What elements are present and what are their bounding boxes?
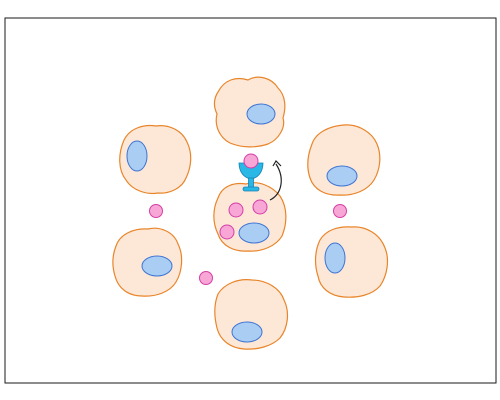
cell-top (213, 76, 286, 148)
particle (219, 224, 235, 240)
diagram-frame (4, 17, 497, 384)
cell-nucleus (324, 242, 346, 274)
cell-nucleus (326, 165, 358, 187)
cell-membrane (307, 124, 381, 196)
receptor-base (242, 186, 260, 192)
cell-nucleus (246, 103, 276, 125)
cell-lower-right (314, 226, 389, 298)
particle (228, 202, 244, 218)
particle (199, 271, 213, 285)
cell-nucleus (126, 140, 148, 172)
cell-nucleus (141, 255, 173, 277)
particle (252, 199, 268, 215)
cell-center (213, 182, 287, 252)
cell-bottom (214, 279, 289, 350)
arrow-head (272, 160, 282, 167)
particle (333, 204, 347, 218)
cell-nucleus (231, 321, 263, 343)
cell-lower-left (112, 227, 183, 297)
curved-arrow-icon (269, 160, 282, 201)
particle (149, 204, 163, 218)
cell-upper-left (119, 124, 192, 195)
cell-nucleus (238, 222, 270, 244)
goblet-receptor-icon (238, 162, 264, 192)
particle (243, 153, 259, 169)
receptor-stem (248, 177, 254, 189)
arrow-path (269, 163, 282, 201)
cell-upper-right (307, 124, 381, 196)
